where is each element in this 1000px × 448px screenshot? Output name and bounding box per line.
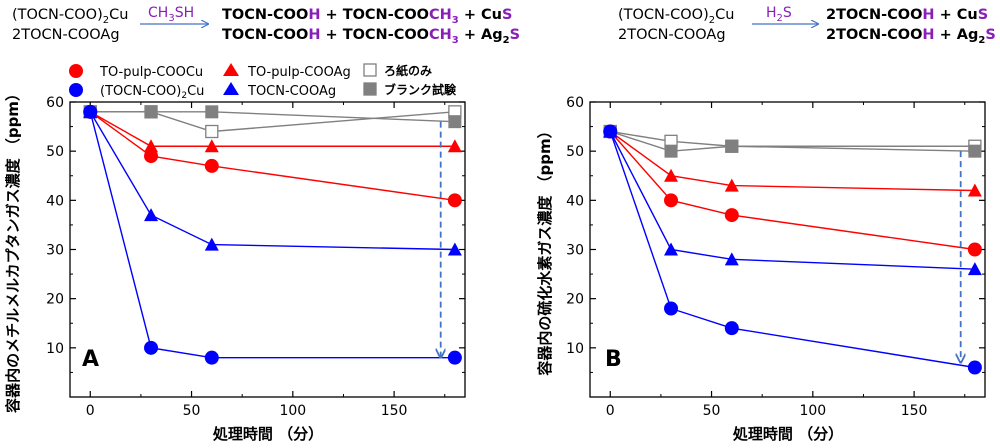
y-tick-label: 20: [566, 292, 584, 308]
data-point: [144, 149, 159, 164]
data-point: [967, 242, 982, 257]
series-line: [609, 130, 975, 192]
data-point: [447, 350, 462, 365]
data-point: [724, 178, 739, 192]
chart-panel-a: 10 20 30 40 50 60 0 50 100 150 処理時間 （分） 容器内のメチルメルカプ…: [4, 86, 466, 443]
y-tick-label: 10: [566, 341, 584, 357]
y-axis-label: 容器内のメチルメルカプタンガス濃度 （ppm）: [4, 86, 22, 414]
data-point: [447, 193, 462, 208]
series-line: [609, 131, 975, 251]
y-tick-label: 60: [46, 95, 64, 111]
x-tick-label: 0: [86, 403, 95, 419]
data-point: [664, 242, 679, 256]
reaction-right-line2-lhs: 2TOCN-COOAg: [618, 27, 726, 43]
data-point: [725, 139, 739, 153]
panel-label: A: [82, 347, 99, 372]
x-axis-label: 処理時間 （分）: [732, 425, 843, 443]
data-point: [664, 193, 679, 208]
data-point: [724, 321, 739, 336]
data-point: [447, 242, 462, 256]
x-tick-label: 150: [901, 403, 928, 419]
series-line: [89, 111, 455, 202]
x-tick-label: 50: [183, 403, 201, 419]
data-point: [967, 183, 982, 197]
data-point: [144, 139, 159, 153]
y-tick-label: 60: [566, 95, 584, 111]
legend-marker-to-pulp-ag: [223, 63, 239, 76]
data-point: [664, 168, 679, 182]
series-line: [610, 130, 975, 152]
y-tick-label: 50: [566, 144, 584, 160]
data-point: [664, 301, 679, 316]
series-line: [609, 131, 975, 369]
y-tick-label: 30: [46, 243, 64, 259]
legend: TO-pulp-COOCu (TOCN-COO)2Cu TO-pulp-COOA…: [69, 63, 457, 101]
series-line: [89, 111, 455, 147]
data-point: [664, 144, 678, 158]
data-point: [603, 124, 618, 139]
x-axis-label: 処理時間 （分）: [212, 425, 323, 443]
series-line: [90, 111, 455, 123]
reaction-left-line2-rhs: TOCN-COOH + TOCN-COOCH3 + Ag2S: [222, 27, 520, 46]
y-tick-label: 20: [46, 292, 64, 308]
x-tick-label: 50: [703, 403, 721, 419]
legend-marker-tocn-ag: [223, 82, 239, 95]
reaction-left-line1-lhs: (TOCN-COO)2Cu: [12, 7, 128, 26]
data-point: [83, 104, 98, 119]
data-point: [205, 105, 219, 119]
data-point: [724, 252, 739, 266]
data-point: [144, 340, 159, 355]
reaction-equations-left: (TOCN-COO)2Cu 2TOCN-COOAg CH3SH TOCN-COO…: [12, 5, 520, 46]
legend-label-tocn-ag: TOCN-COOAg: [247, 84, 336, 99]
data-point: [204, 350, 219, 365]
data-point: [204, 237, 219, 251]
legend-label-filter-paper: ろ紙のみ: [384, 63, 432, 78]
data-point: [448, 115, 462, 129]
data-point: [204, 139, 219, 153]
series-line: [609, 131, 975, 270]
x-tick-label: 0: [606, 403, 615, 419]
y-tick-label: 40: [46, 193, 64, 209]
reaction-left-reagent: CH3SH: [148, 5, 194, 24]
data-point: [205, 124, 219, 139]
legend-label-blank: ブランク試験: [384, 82, 457, 97]
reaction-right-line1-rhs: 2TOCN-COOH + CuS: [826, 7, 988, 23]
data-point: [144, 105, 158, 119]
data-point: [967, 262, 982, 276]
panel-label: B: [605, 347, 622, 372]
series-line: [610, 130, 975, 147]
data-point: [204, 158, 219, 173]
legend-marker-to-pulp-cu: [69, 64, 83, 78]
x-tick-label: 150: [381, 403, 408, 419]
y-tick-label: 10: [46, 341, 64, 357]
data-point: [144, 208, 159, 222]
x-tick-label: 100: [279, 403, 306, 419]
data-point: [724, 208, 739, 223]
data-point: [968, 144, 982, 158]
y-axis-label: 容器内の硫化水素ガス濃度 （ppm）: [536, 123, 554, 376]
legend-label-tocn-cu: (TOCN-COO)2Cu: [100, 84, 204, 101]
y-tick-label: 50: [46, 144, 64, 160]
legend-label-to-pulp-ag: TO-pulp-COOAg: [247, 65, 351, 80]
reaction-right-line1-lhs: (TOCN-COO)2Cu: [618, 7, 734, 26]
legend-label-to-pulp-cu: TO-pulp-COOCu: [99, 65, 203, 80]
reaction-right-line2-rhs: 2TOCN-COOH + Ag2S: [826, 27, 996, 46]
legend-marker-blank: [363, 82, 377, 96]
series-line: [89, 111, 455, 359]
y-tick-label: 30: [566, 243, 584, 259]
data-point: [967, 360, 982, 375]
y-tick-label: 40: [566, 193, 584, 209]
data-point: [447, 139, 462, 153]
reaction-left-line2-lhs: 2TOCN-COOAg: [12, 27, 120, 43]
reaction-left-line1-rhs: TOCN-COOH + TOCN-COOCH3 + CuS: [222, 7, 512, 26]
reaction-equations-right: (TOCN-COO)2Cu 2TOCN-COOAg H2S 2TOCN-COOH…: [618, 5, 996, 46]
chart-panel-b: 10 20 30 40 50 60 0 50 100 150 処理時間 （分） 容器内の硫化水素ガス濃…: [536, 95, 986, 443]
series-line: [89, 111, 455, 251]
legend-marker-filter-paper: [363, 63, 377, 77]
legend-marker-tocn-cu: [69, 83, 83, 97]
x-tick-label: 100: [799, 403, 826, 419]
reaction-right-reagent: H2S: [766, 5, 792, 24]
